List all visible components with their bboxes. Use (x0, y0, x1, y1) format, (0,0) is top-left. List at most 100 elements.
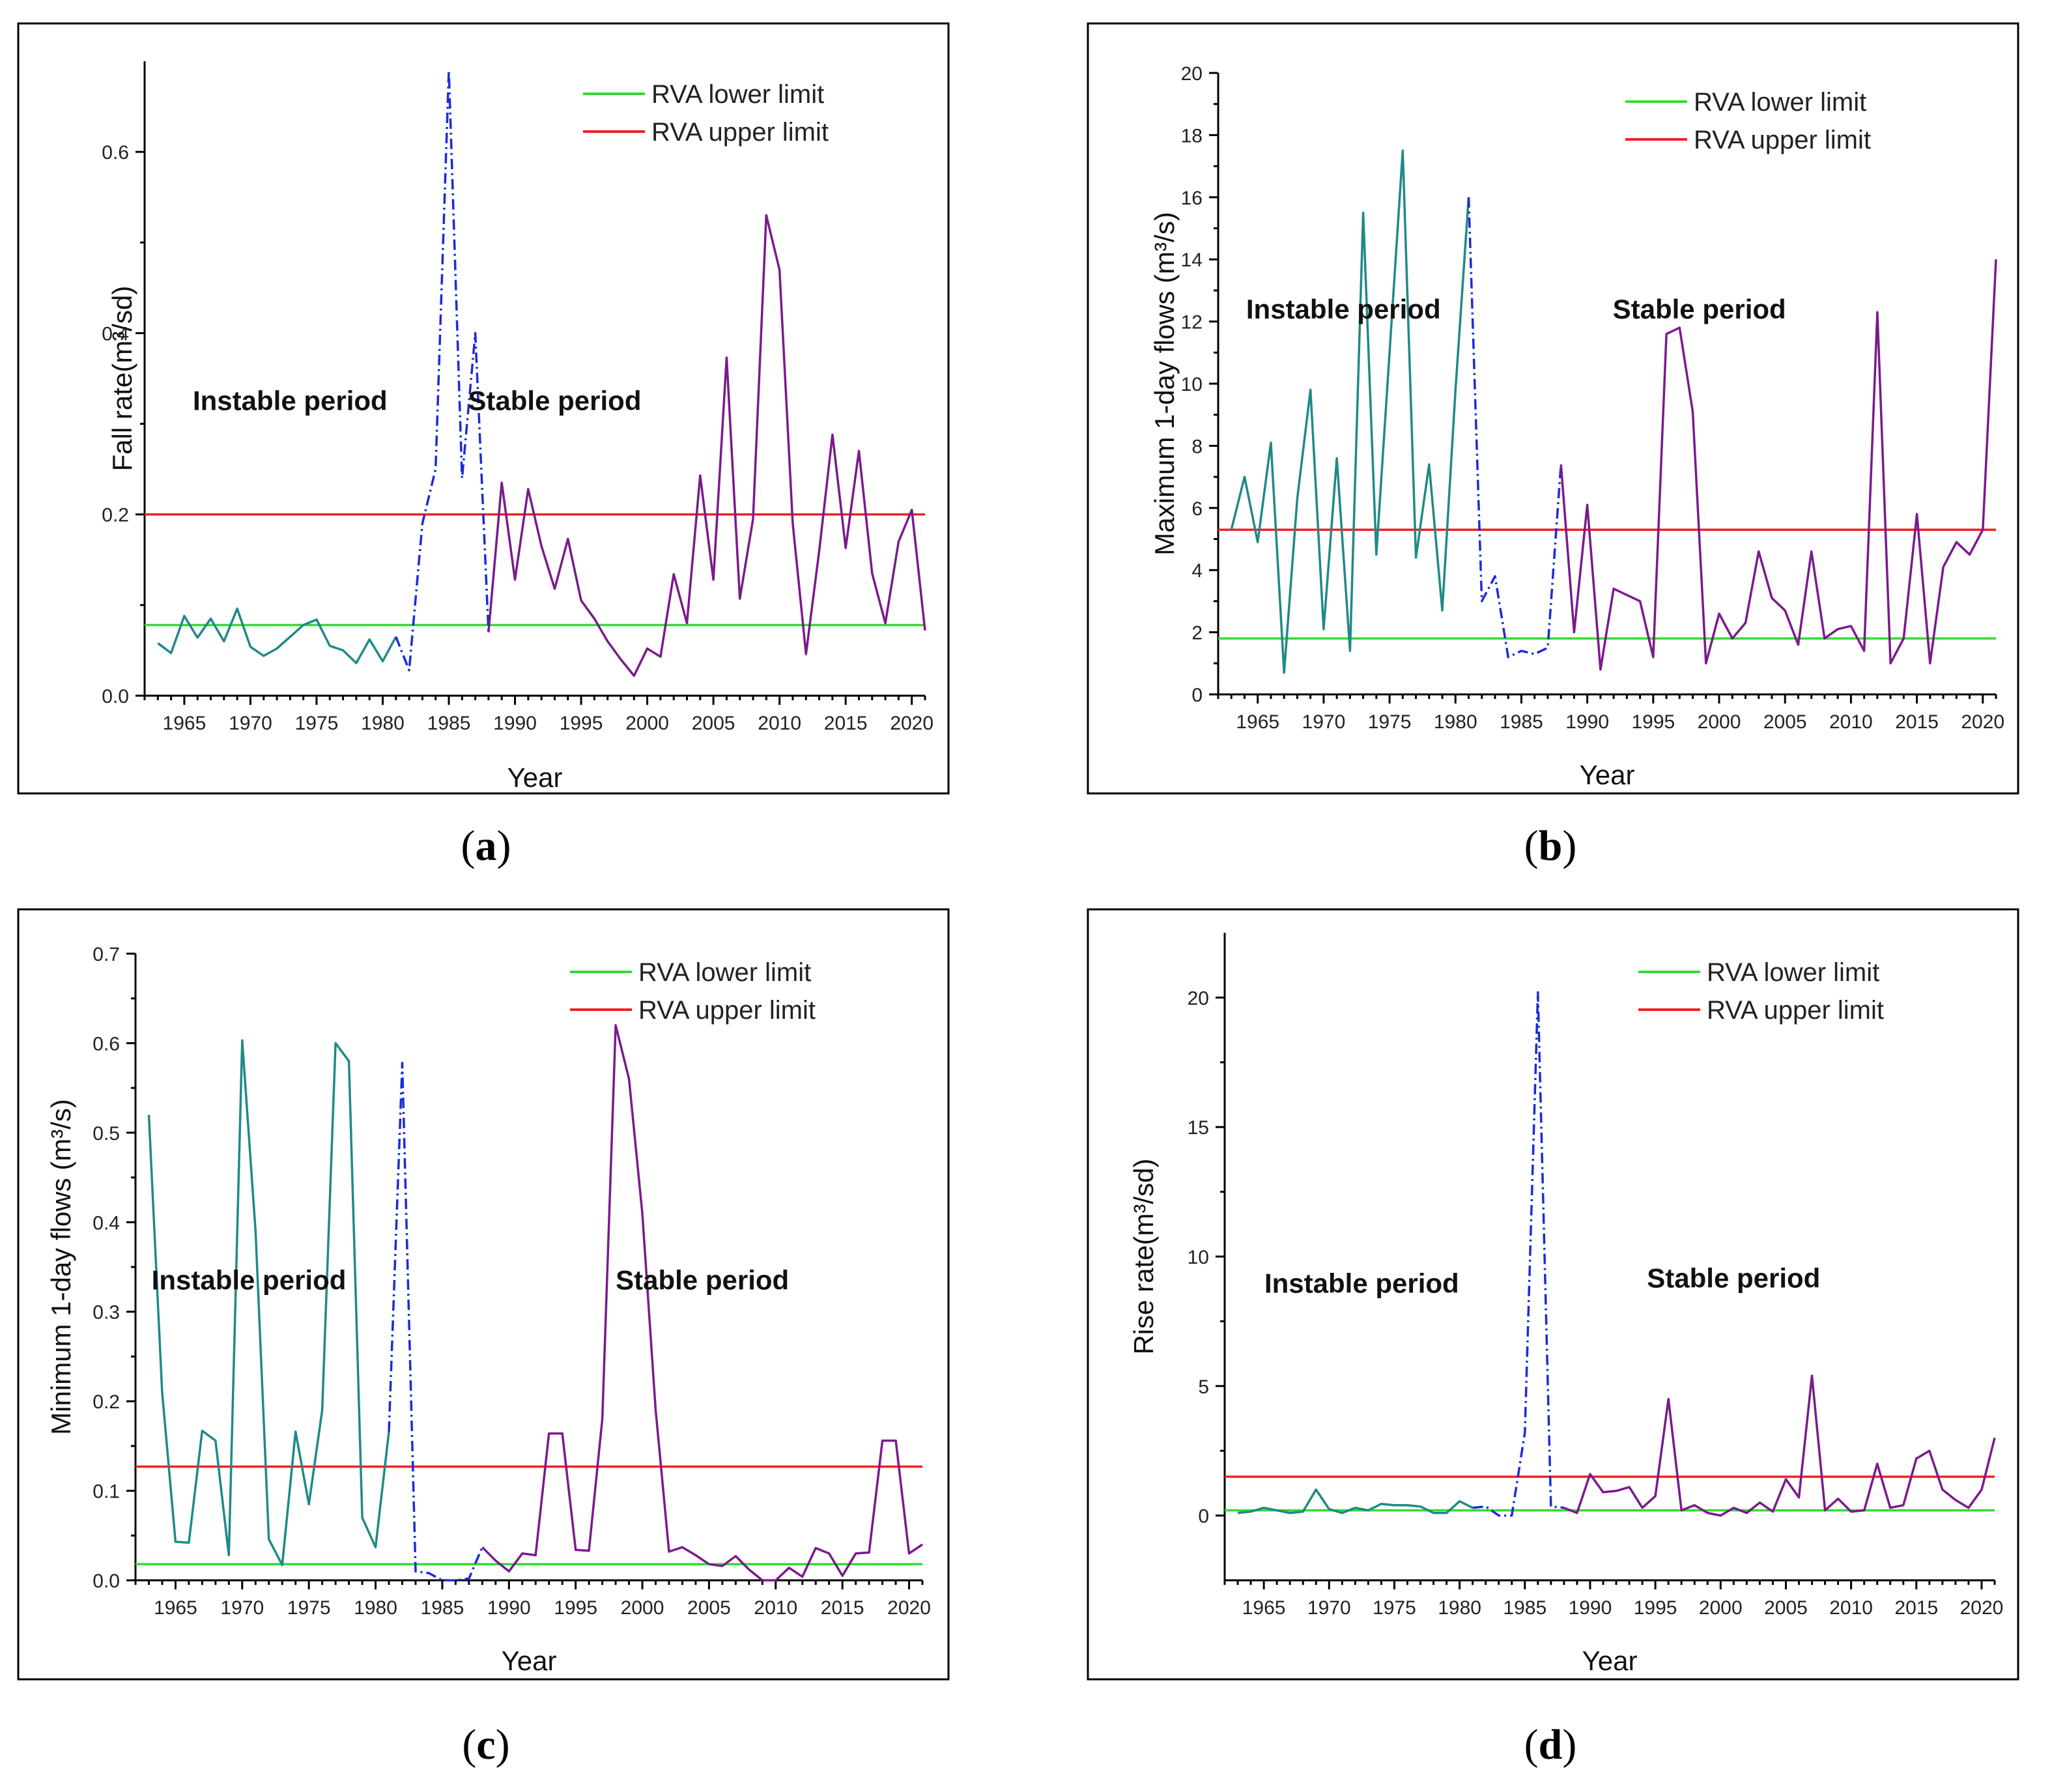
y-tick-label: 12 (1181, 312, 1203, 334)
panel-frame (1087, 22, 2019, 795)
y-tick-label: 14 (1181, 249, 1203, 271)
x-tick-label: 1990 (1569, 1597, 1612, 1619)
x-tick-label: 1990 (1565, 711, 1609, 733)
x-tick-label: 1970 (1302, 711, 1346, 733)
y-tick-label: 0.2 (93, 1391, 120, 1413)
x-tick-label: 1965 (1236, 711, 1279, 733)
y-tick-label: 0.4 (102, 323, 129, 345)
x-tick-label: 2000 (1698, 711, 1741, 733)
y-tick-label: 10 (1181, 374, 1203, 395)
legend-label-rva-lower: RVA lower limit (651, 80, 824, 109)
panel-frame (1087, 908, 2019, 1681)
annotation-stable-period: Stable period (468, 386, 641, 416)
y-tick-label: 0.2 (102, 505, 129, 526)
y-tick-label: 0.4 (93, 1212, 120, 1234)
x-tick-label: 1980 (361, 713, 405, 734)
x-tick-label: 1975 (1373, 1597, 1416, 1619)
y-tick-label: 20 (1188, 988, 1209, 1009)
x-tick-label: 1995 (554, 1597, 597, 1619)
y-tick-label: 6 (1191, 498, 1203, 520)
y-tick-label: 0.5 (93, 1123, 120, 1145)
series-transition-line (388, 1061, 483, 1582)
x-tick-label: 1970 (229, 713, 272, 734)
x-axis-title: Year (1582, 1645, 1638, 1676)
y-axis-title: Rise rate(m³/sd) (1128, 1158, 1159, 1354)
annotation-stable-period: Stable period (1613, 294, 1786, 324)
series-instable-line (1230, 149, 1470, 674)
x-tick-label: 2010 (1829, 1597, 1873, 1619)
x-tick-label: 1985 (1500, 711, 1543, 733)
panel-label: (c) (462, 1721, 509, 1769)
x-tick-label: 1985 (1503, 1597, 1546, 1619)
x-tick-label: 2010 (758, 713, 801, 734)
y-tick-label: 0.6 (93, 1033, 120, 1055)
annotation-instable-period: Instable period (152, 1264, 347, 1295)
y-tick-label: 10 (1188, 1247, 1209, 1268)
legend-label-rva-lower: RVA lower limit (1694, 88, 1866, 117)
y-tick-label: 0.7 (93, 944, 120, 965)
series-transition-line (1467, 197, 1562, 659)
x-tick-label: 1970 (220, 1597, 264, 1619)
y-tick-label: 16 (1181, 188, 1203, 209)
y-tick-label: 0.0 (93, 1571, 120, 1592)
series-stable-line (1560, 259, 1997, 671)
annotation-instable-period: Instable period (1264, 1268, 1459, 1299)
x-tick-label: 2000 (1699, 1597, 1743, 1619)
legend-label-rva-upper: RVA upper limit (1707, 996, 1884, 1025)
x-tick-label: 2010 (754, 1597, 797, 1619)
x-tick-label: 2020 (1961, 711, 2004, 733)
x-tick-label: 2015 (1895, 711, 1939, 733)
x-tick-label: 1990 (487, 1597, 531, 1619)
panel-a: 1965 1970 1975 1980 1985 1990 1995 2000 2005 2010… (17, 22, 950, 870)
x-tick-label: 2020 (1960, 1597, 2004, 1619)
series-transition-line (1472, 991, 1565, 1517)
series-instable-line (147, 1039, 390, 1567)
x-tick-label: 1990 (493, 713, 537, 734)
x-tick-label: 1965 (154, 1597, 197, 1619)
series-stable-line (487, 214, 926, 677)
y-tick-label: 8 (1191, 436, 1203, 457)
series-stable-line (1563, 1374, 1996, 1517)
panel-b: 1965 1970 1975 1980 1985 1990 1995 2000 2005 2010… (1087, 22, 2019, 870)
y-axis-title: Fall rate(m³/sd) (107, 286, 137, 472)
legend-label-rva-upper: RVA upper limit (1694, 126, 1871, 154)
x-tick-label: 1965 (1242, 1597, 1286, 1619)
x-axis-title: Year (507, 762, 563, 793)
y-tick-label: 0.1 (93, 1481, 120, 1503)
x-tick-label: 1995 (560, 713, 603, 734)
y-tick-label: 18 (1181, 125, 1203, 147)
series-transition-line (395, 69, 490, 672)
y-tick-label: 2 (1191, 623, 1203, 644)
x-tick-label: 1975 (287, 1597, 331, 1619)
legend-label-rva-lower: RVA lower limit (1707, 958, 1879, 987)
legend-label-rva-lower: RVA lower limit (638, 958, 811, 987)
panel-frame (17, 908, 950, 1681)
y-tick-label: 20 (1181, 63, 1203, 85)
y-axis-title: Minimum 1-day flows (m³/s) (46, 1099, 76, 1435)
panel-label: (b) (1524, 822, 1577, 870)
series-stable-line (481, 1024, 923, 1582)
x-tick-label: 2015 (1894, 1597, 1938, 1619)
panel-label: (d) (1524, 1721, 1577, 1769)
x-tick-label: 1980 (1438, 1597, 1481, 1619)
x-tick-label: 1995 (1631, 711, 1675, 733)
x-tick-label: 2015 (821, 1597, 864, 1619)
x-axis-title: Year (1580, 760, 1635, 790)
annotation-stable-period: Stable period (1647, 1263, 1820, 1294)
x-tick-label: 2005 (692, 713, 735, 734)
series-instable-line (1237, 1488, 1474, 1515)
legend-label-rva-upper: RVA upper limit (651, 118, 829, 147)
y-axis-title: Maximum 1-day flows (m³/s) (1149, 212, 1180, 555)
x-tick-label: 2015 (824, 713, 868, 734)
x-tick-label: 1970 (1307, 1597, 1351, 1619)
panel-d: 1965 1970 1975 1980 1985 1990 1995 2000 2005 2010… (1087, 908, 2019, 1769)
y-tick-label: 0.3 (93, 1302, 120, 1324)
annotation-stable-period: Stable period (616, 1264, 789, 1295)
x-tick-label: 1965 (163, 713, 207, 734)
y-tick-label: 0 (1191, 685, 1203, 706)
y-tick-label: 4 (1191, 560, 1203, 582)
x-tick-label: 1985 (427, 713, 471, 734)
panel-frame (17, 22, 950, 795)
annotation-instable-period: Instable period (1246, 294, 1441, 324)
